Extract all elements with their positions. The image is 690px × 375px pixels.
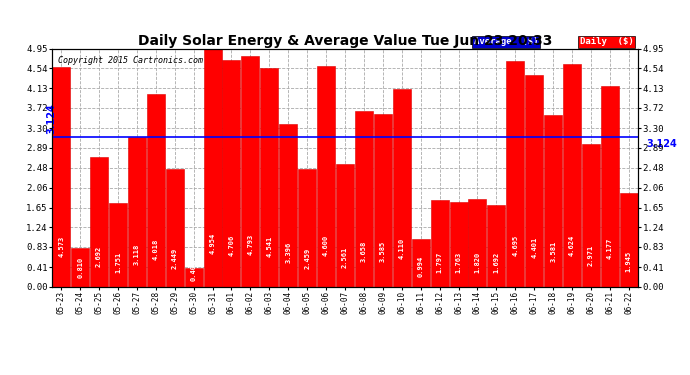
Text: 3.124: 3.124 bbox=[647, 139, 678, 149]
Text: 4.600: 4.600 bbox=[323, 235, 329, 256]
Text: 1.751: 1.751 bbox=[115, 252, 121, 273]
Bar bbox=[601, 86, 619, 287]
Text: 3.124: 3.124 bbox=[47, 104, 57, 134]
Text: Copyright 2015 Cartronics.com: Copyright 2015 Cartronics.com bbox=[58, 56, 203, 65]
Text: 4.541: 4.541 bbox=[266, 236, 273, 257]
Bar bbox=[487, 206, 505, 287]
Bar bbox=[317, 66, 335, 287]
Text: 2.459: 2.459 bbox=[304, 248, 310, 269]
Bar bbox=[166, 169, 184, 287]
Bar bbox=[582, 144, 600, 287]
Bar bbox=[469, 200, 486, 287]
Bar bbox=[431, 200, 448, 287]
Text: 4.793: 4.793 bbox=[248, 234, 253, 255]
Bar bbox=[412, 239, 430, 287]
Bar bbox=[355, 111, 373, 287]
Bar bbox=[279, 123, 297, 287]
Bar bbox=[90, 158, 108, 287]
Bar bbox=[128, 137, 146, 287]
Text: 4.954: 4.954 bbox=[210, 233, 215, 254]
Bar bbox=[525, 75, 543, 287]
Text: 1.945: 1.945 bbox=[626, 251, 632, 272]
Bar bbox=[620, 193, 638, 287]
Text: 1.797: 1.797 bbox=[437, 251, 442, 273]
Text: 2.561: 2.561 bbox=[342, 247, 348, 268]
Text: 2.449: 2.449 bbox=[172, 248, 178, 269]
Bar bbox=[241, 56, 259, 287]
Bar bbox=[204, 48, 221, 287]
Text: 3.658: 3.658 bbox=[361, 241, 367, 262]
Bar bbox=[563, 64, 581, 287]
Text: 2.692: 2.692 bbox=[96, 246, 102, 267]
Text: 4.624: 4.624 bbox=[569, 235, 575, 256]
Text: 4.401: 4.401 bbox=[531, 236, 538, 258]
Text: Average  ($): Average ($) bbox=[474, 38, 538, 46]
Bar bbox=[393, 89, 411, 287]
Bar bbox=[71, 248, 89, 287]
Text: 4.018: 4.018 bbox=[152, 238, 159, 260]
Bar bbox=[336, 164, 354, 287]
Text: 0.994: 0.994 bbox=[417, 256, 424, 277]
Text: 4.110: 4.110 bbox=[399, 238, 405, 259]
Text: 4.695: 4.695 bbox=[512, 235, 518, 256]
Bar bbox=[185, 268, 203, 287]
Text: 1.692: 1.692 bbox=[493, 252, 500, 273]
Title: Daily Solar Energy & Average Value Tue Jun 23 20:33: Daily Solar Energy & Average Value Tue J… bbox=[138, 34, 552, 48]
Text: 3.585: 3.585 bbox=[380, 241, 386, 262]
Text: 4.177: 4.177 bbox=[607, 238, 613, 259]
Text: 0.810: 0.810 bbox=[77, 257, 83, 278]
Bar bbox=[506, 61, 524, 287]
Text: 1.763: 1.763 bbox=[455, 252, 462, 273]
Bar bbox=[222, 60, 241, 287]
Bar bbox=[544, 115, 562, 287]
Text: 3.581: 3.581 bbox=[550, 241, 556, 262]
Bar bbox=[147, 94, 165, 287]
Text: 3.118: 3.118 bbox=[134, 244, 140, 265]
Text: 4.706: 4.706 bbox=[228, 235, 235, 256]
Bar bbox=[449, 202, 468, 287]
Text: 2.971: 2.971 bbox=[588, 244, 594, 266]
Text: Daily  ($): Daily ($) bbox=[580, 38, 633, 46]
Bar bbox=[52, 67, 70, 287]
Text: 1.820: 1.820 bbox=[475, 251, 480, 273]
Text: 3.396: 3.396 bbox=[285, 242, 291, 263]
Bar bbox=[260, 68, 278, 287]
Bar bbox=[374, 114, 392, 287]
Bar bbox=[109, 202, 127, 287]
Text: 0.401: 0.401 bbox=[190, 260, 197, 281]
Bar bbox=[298, 169, 316, 287]
Text: 4.573: 4.573 bbox=[58, 236, 64, 256]
